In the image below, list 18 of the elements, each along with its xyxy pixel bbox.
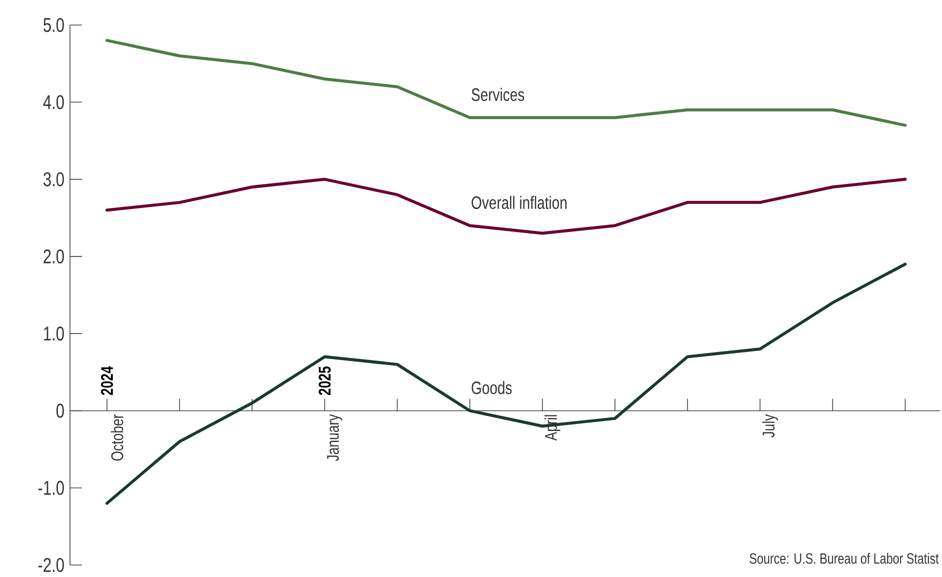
x-tick-label: January: [327, 414, 342, 462]
y-tick-label: 4.0: [43, 95, 64, 110]
y-tick-label: -2.0: [38, 558, 64, 572]
line-series: [106, 178, 907, 235]
y-tick-label: 5.0: [44, 18, 64, 32]
y-tick-label: 2.0: [44, 249, 64, 264]
x-tick-label: July: [762, 414, 778, 438]
y-tick-label: 1.0: [44, 326, 64, 341]
x-tick-label: October: [110, 414, 124, 461]
annotation: Source: U.S. Bureau of Labor Statist: [750, 552, 939, 564]
annotation: 2024: [101, 366, 114, 396]
y-tick-label: 3.0: [43, 172, 64, 186]
annotation: 2025: [318, 366, 331, 396]
y-tick-label: 0: [56, 404, 64, 418]
series-label: Overall inflation: [472, 196, 566, 210]
series-label: Services: [472, 88, 524, 102]
series-label: Goods: [472, 380, 512, 394]
y-tick-label: -1.0: [38, 480, 64, 495]
